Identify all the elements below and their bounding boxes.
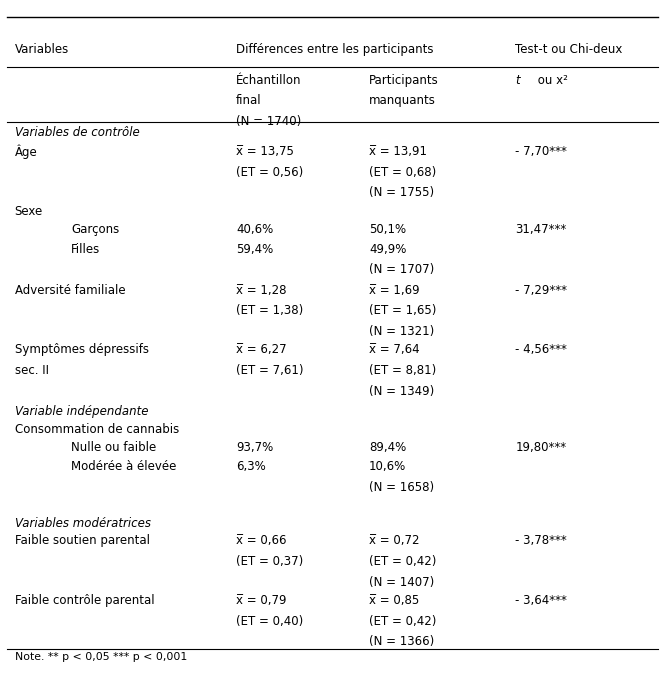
Text: (ET = 0,56): (ET = 0,56) xyxy=(236,166,303,179)
Text: x̅ = 1,28: x̅ = 1,28 xyxy=(236,284,287,297)
Text: (ET = 1,38): (ET = 1,38) xyxy=(236,304,303,317)
Text: x̅ = 6,27: x̅ = 6,27 xyxy=(236,344,287,357)
Text: - 3,78***: - 3,78*** xyxy=(515,534,567,548)
Text: (N = 1349): (N = 1349) xyxy=(369,385,434,398)
Text: sec. II: sec. II xyxy=(15,364,49,377)
Text: (ET = 1,65): (ET = 1,65) xyxy=(369,304,436,317)
Text: Adversité familiale: Adversité familiale xyxy=(15,284,125,297)
Text: 93,7%: 93,7% xyxy=(236,441,273,454)
Text: (ET = 0,40): (ET = 0,40) xyxy=(236,615,303,628)
Text: (ET = 0,68): (ET = 0,68) xyxy=(369,166,436,179)
Text: Variables de contrôle: Variables de contrôle xyxy=(15,126,140,139)
Text: Échantillon: Échantillon xyxy=(236,74,301,87)
Text: (N = 1755): (N = 1755) xyxy=(369,186,434,199)
Text: Test-t ou Chi-deux: Test-t ou Chi-deux xyxy=(515,43,622,56)
Text: Sexe: Sexe xyxy=(15,205,43,218)
Text: - 3,64***: - 3,64*** xyxy=(515,594,567,607)
Text: Participants: Participants xyxy=(369,74,439,87)
Text: $t$: $t$ xyxy=(515,74,522,87)
Text: Garçons: Garçons xyxy=(71,223,120,236)
Text: Âge: Âge xyxy=(15,145,37,159)
Text: manquants: manquants xyxy=(369,94,436,107)
Text: (ET = 0,42): (ET = 0,42) xyxy=(369,555,436,568)
Text: 59,4%: 59,4% xyxy=(236,243,273,256)
Text: x̅ = 13,75: x̅ = 13,75 xyxy=(236,145,294,158)
Text: Nulle ou faible: Nulle ou faible xyxy=(71,441,156,454)
Text: final: final xyxy=(236,94,262,107)
Text: (ET = 7,61): (ET = 7,61) xyxy=(236,364,304,377)
Text: x̅ = 0,85: x̅ = 0,85 xyxy=(369,594,420,607)
Text: Filles: Filles xyxy=(71,243,100,256)
Text: (N = 1366): (N = 1366) xyxy=(369,635,434,649)
Text: Variables modératrices: Variables modératrices xyxy=(15,517,151,530)
Text: Modérée à élevée: Modérée à élevée xyxy=(71,460,176,473)
Text: Faible contrôle parental: Faible contrôle parental xyxy=(15,594,154,607)
Text: Faible soutien parental: Faible soutien parental xyxy=(15,534,150,548)
Text: x̅ = 0,66: x̅ = 0,66 xyxy=(236,534,287,548)
Text: 10,6%: 10,6% xyxy=(369,460,406,473)
Text: x̅ = 0,79: x̅ = 0,79 xyxy=(236,594,287,607)
Text: (ET = 0,42): (ET = 0,42) xyxy=(369,615,436,628)
Text: 49,9%: 49,9% xyxy=(369,243,406,256)
Text: (N = 1407): (N = 1407) xyxy=(369,576,434,589)
Text: Variable indépendante: Variable indépendante xyxy=(15,405,148,418)
Text: 31,47***: 31,47*** xyxy=(515,223,567,236)
Text: 40,6%: 40,6% xyxy=(236,223,273,236)
Text: (N = 1321): (N = 1321) xyxy=(369,325,434,338)
Text: x̅ = 1,69: x̅ = 1,69 xyxy=(369,284,420,297)
Text: Symptômes dépressifs: Symptômes dépressifs xyxy=(15,344,149,357)
Text: (ET = 0,37): (ET = 0,37) xyxy=(236,555,303,568)
Text: - 7,29***: - 7,29*** xyxy=(515,284,567,297)
Text: 89,4%: 89,4% xyxy=(369,441,406,454)
Text: (N = 1707): (N = 1707) xyxy=(369,263,434,276)
Text: 19,80***: 19,80*** xyxy=(515,441,567,454)
Text: 50,1%: 50,1% xyxy=(369,223,406,236)
Text: (N = 1658): (N = 1658) xyxy=(369,481,434,494)
Text: x̅ = 7,64: x̅ = 7,64 xyxy=(369,344,420,357)
Text: ou x²: ou x² xyxy=(534,74,568,87)
Text: x̅ = 0,72: x̅ = 0,72 xyxy=(369,534,420,548)
Text: Variables: Variables xyxy=(15,43,69,56)
Text: Différences entre les participants: Différences entre les participants xyxy=(236,43,434,56)
Text: - 4,56***: - 4,56*** xyxy=(515,344,567,357)
Text: - 7,70***: - 7,70*** xyxy=(515,145,567,158)
Text: (ET = 8,81): (ET = 8,81) xyxy=(369,364,436,377)
Text: (N = 1740): (N = 1740) xyxy=(236,115,301,128)
Text: 6,3%: 6,3% xyxy=(236,460,266,473)
Text: x̅ = 13,91: x̅ = 13,91 xyxy=(369,145,427,158)
Text: Note. ** p < 0,05 *** p < 0,001: Note. ** p < 0,05 *** p < 0,001 xyxy=(15,652,187,662)
Text: Consommation de cannabis: Consommation de cannabis xyxy=(15,423,179,436)
